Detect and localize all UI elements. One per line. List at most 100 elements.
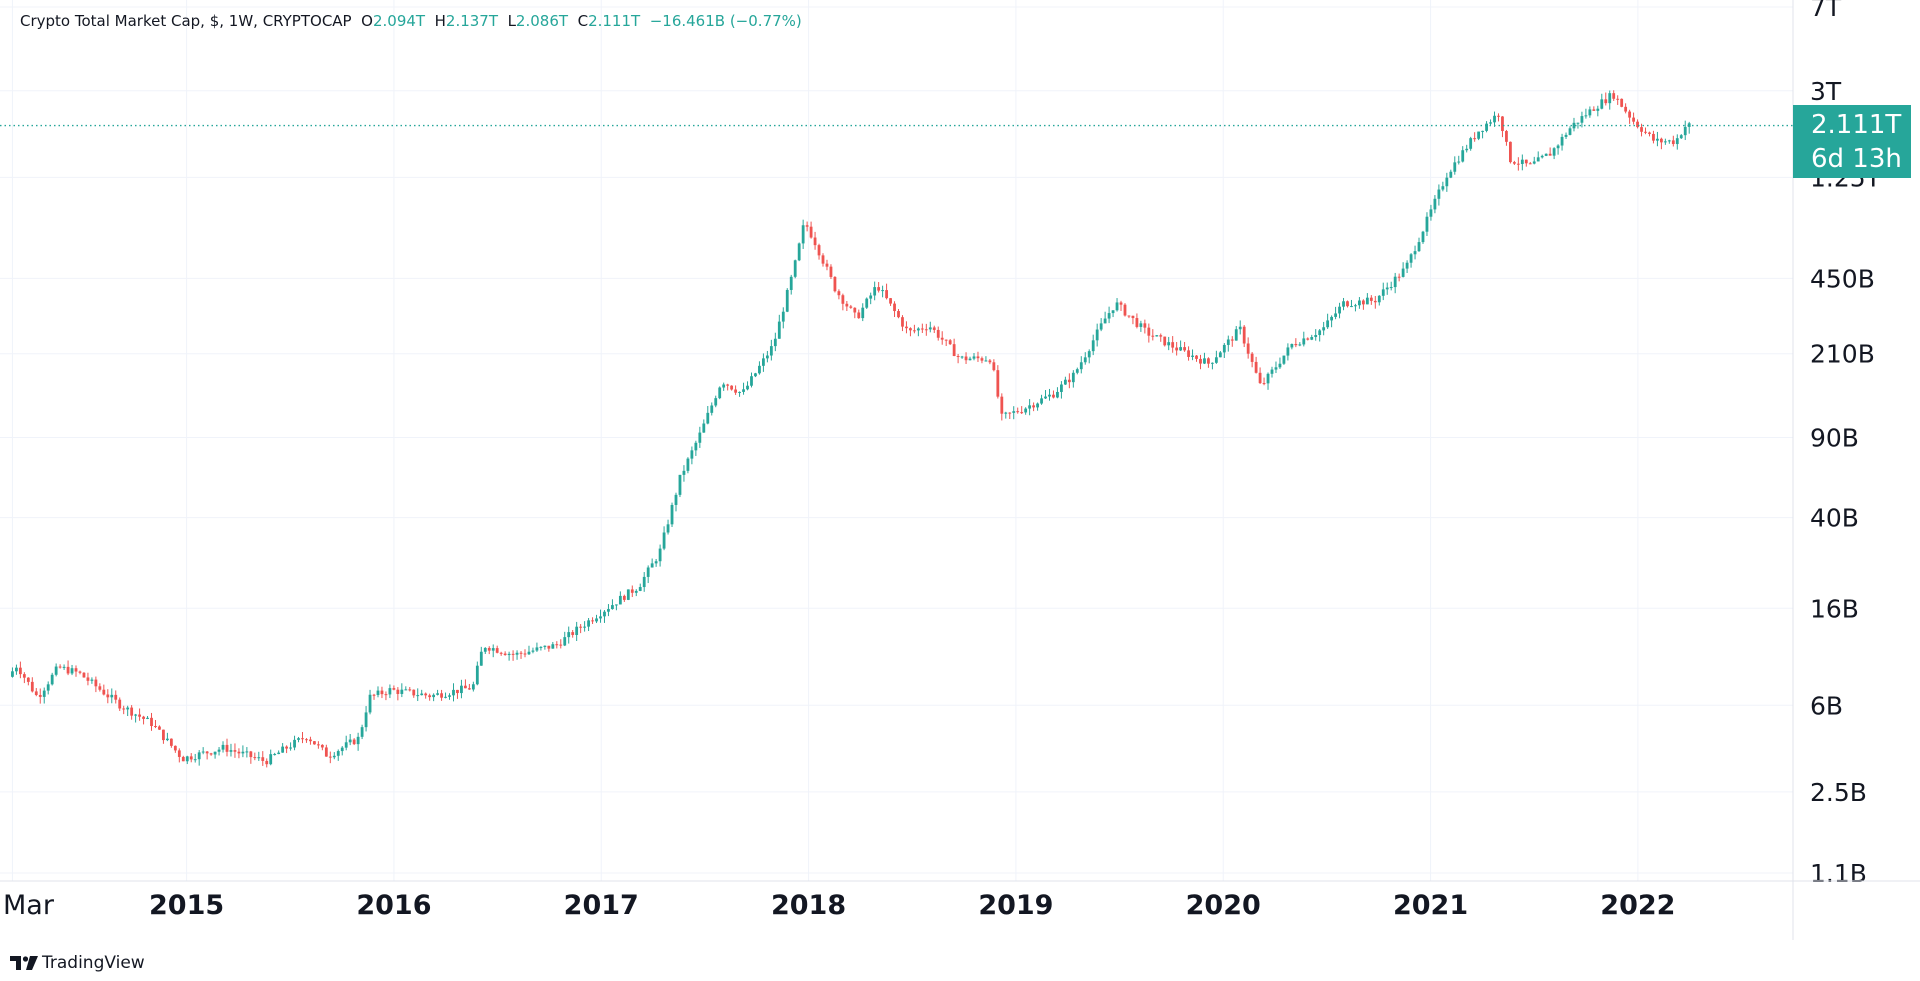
candle-up	[801, 225, 805, 244]
candle-down	[1628, 111, 1632, 118]
candle-up	[1270, 369, 1274, 374]
candle-down	[944, 339, 948, 341]
candle-up	[1036, 403, 1039, 408]
candle-up	[1024, 408, 1028, 413]
candle-up	[1393, 276, 1397, 288]
candle-up	[1580, 116, 1584, 123]
candle-down	[86, 677, 90, 681]
candle-up	[1326, 320, 1330, 328]
candle-down	[1497, 115, 1500, 117]
candle-down	[396, 689, 400, 694]
candle-down	[988, 360, 992, 363]
candle-down	[511, 653, 515, 655]
candle-up	[50, 674, 54, 685]
candle-up	[881, 290, 885, 292]
candle-down	[98, 686, 102, 690]
candle-down	[58, 666, 62, 668]
candle-up	[1274, 367, 1278, 370]
candle-down	[1294, 343, 1298, 346]
candle-up	[297, 738, 300, 740]
y-tick-label: 3T	[1810, 77, 1842, 106]
candle-down	[154, 726, 157, 728]
candle-up	[201, 751, 205, 753]
candle-down	[237, 751, 241, 754]
candle-up	[269, 754, 273, 765]
candle-up	[42, 690, 46, 697]
candle-down	[809, 226, 813, 238]
candle-up	[1358, 300, 1361, 306]
candle-down	[1000, 396, 1004, 414]
candle-down	[1016, 411, 1020, 413]
candle-up	[1683, 126, 1687, 136]
candle-down	[849, 306, 853, 308]
candle-down	[138, 714, 141, 717]
candle-down	[130, 707, 134, 716]
candle-up	[1485, 123, 1488, 131]
candle-down	[1604, 99, 1608, 104]
candle-up	[698, 432, 702, 443]
y-tick-label: 2.5B	[1810, 778, 1867, 807]
candle-up	[869, 295, 873, 299]
candle-down	[1151, 335, 1155, 337]
candle-up	[575, 626, 579, 635]
candle-down	[1032, 405, 1035, 408]
candle-up	[166, 738, 169, 741]
candle-up	[404, 689, 408, 691]
candle-up	[1226, 339, 1230, 345]
candle-up	[670, 504, 674, 525]
candle-up	[257, 757, 261, 759]
candle-down	[428, 695, 432, 698]
candle-up	[1091, 340, 1095, 352]
candle-up	[376, 690, 380, 695]
candle-down	[169, 738, 173, 746]
symbol-title[interactable]: Crypto Total Market Cap, $, 1W, CRYPTOCA…	[20, 12, 352, 30]
y-tick-label: 7T	[1810, 0, 1842, 22]
candle-up	[1389, 287, 1393, 289]
candle-up	[968, 358, 972, 361]
candle-down	[1632, 117, 1635, 122]
candle-up	[289, 747, 292, 749]
candle-up	[1071, 372, 1075, 383]
candle-up	[595, 618, 598, 622]
candle-up	[54, 666, 58, 675]
candle-down	[897, 311, 900, 318]
candle-up	[1572, 122, 1576, 129]
candle-down	[1159, 335, 1163, 337]
candle-down	[523, 653, 527, 655]
candle-down	[1636, 121, 1639, 128]
candle-down	[992, 362, 996, 371]
candle-down	[316, 744, 320, 746]
candle-down	[1648, 132, 1651, 134]
candle-up	[750, 376, 753, 386]
candle-down	[1369, 297, 1373, 301]
y-tick-label: 40B	[1810, 504, 1859, 533]
open-value: 2.094T	[372, 12, 426, 30]
candle-down	[142, 716, 145, 719]
candle-up	[1318, 330, 1322, 336]
candle-down	[102, 689, 106, 695]
candle-up	[245, 751, 249, 753]
candle-up	[626, 589, 630, 600]
candle-up	[690, 450, 694, 459]
candle-up	[539, 646, 543, 648]
candle-down	[825, 263, 829, 267]
candle-up	[507, 653, 511, 656]
candle-up	[773, 338, 777, 347]
candle-down	[920, 328, 924, 330]
candle-up	[1600, 99, 1604, 109]
tradingview-icon	[10, 956, 38, 970]
candle-up	[1354, 305, 1357, 307]
candle-down	[1671, 140, 1675, 145]
candle-up	[666, 524, 670, 533]
candle-up	[1552, 148, 1556, 156]
candle-down	[372, 694, 376, 696]
candle-down	[909, 328, 912, 331]
candle-up	[62, 666, 66, 668]
candle-up	[460, 685, 463, 694]
candle-down	[630, 589, 634, 593]
candle-up	[197, 752, 201, 760]
candle-down	[1246, 343, 1250, 354]
tradingview-logo[interactable]: TradingView	[10, 953, 145, 973]
candle-up	[360, 727, 364, 737]
